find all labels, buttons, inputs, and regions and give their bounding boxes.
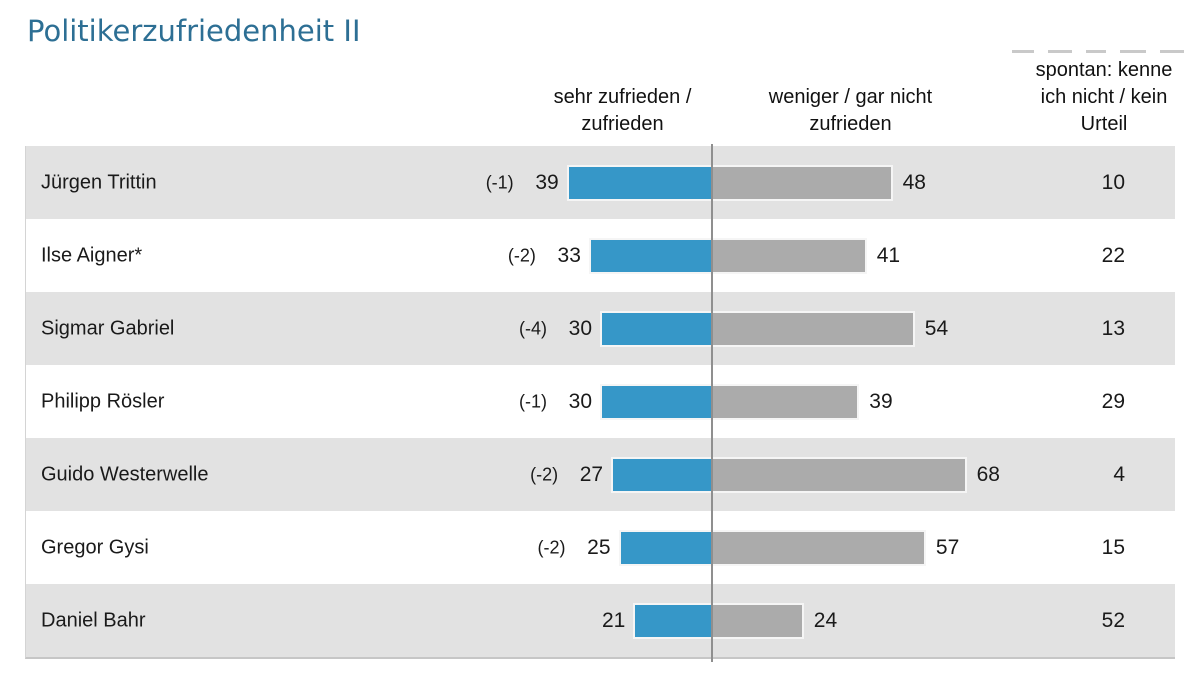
unsatisfied-value: 54 — [924, 316, 949, 340]
unsatisfied-value: 57 — [935, 535, 960, 559]
table-row: Philipp Rösler (-1) 30 39 29 — [26, 365, 1175, 438]
unsatisfied-value: 48 — [902, 170, 926, 194]
table-row: Gregor Gysi (-2) 25 57 15 — [26, 511, 1175, 584]
cropped-text-artifact-dash — [1012, 50, 1034, 53]
no-opinion-value: 29 — [1101, 389, 1125, 413]
cropped-text-artifact-dash — [1086, 50, 1106, 53]
politician-name: Ilse Aigner* — [41, 244, 143, 266]
change-label: (-1) — [485, 172, 514, 192]
bar-group — [566, 164, 893, 201]
bar-group — [600, 383, 860, 420]
unsatisfied-bar — [712, 239, 865, 272]
satisfied-bar — [620, 531, 713, 564]
unsatisfied-value: 41 — [876, 243, 901, 267]
column-header-satisfied: sehr zufrieden / zufrieden — [553, 86, 692, 135]
no-opinion-value: 13 — [1101, 316, 1125, 340]
bar-group — [588, 237, 867, 274]
politician-name: Gregor Gysi — [41, 536, 149, 558]
bar-group — [618, 529, 926, 566]
bar-group — [600, 310, 915, 347]
table-row: Guido Westerwelle (-2) 27 68 4 — [26, 438, 1175, 511]
satisfied-value: 39 — [535, 170, 559, 194]
no-opinion-value: 52 — [1101, 608, 1125, 632]
no-opinion-value: 15 — [1101, 535, 1125, 559]
column-header-unsatisfied: weniger / gar nicht zufrieden — [768, 86, 933, 135]
page-title: Politikerzufriedenheit II — [27, 14, 361, 48]
satisfied-bar — [590, 239, 713, 272]
unsatisfied-value: 24 — [813, 608, 838, 632]
politician-name: Sigmar Gabriel — [41, 317, 175, 339]
change-label: (-1) — [519, 391, 547, 411]
change-label: (-2) — [507, 245, 536, 265]
satisfied-bar — [613, 458, 713, 491]
satisfied-value: 21 — [601, 608, 626, 632]
unsatisfied-bar — [712, 458, 965, 491]
table-row: Sigmar Gabriel (-4) 30 54 13 — [26, 292, 1175, 365]
center-axis-line — [711, 144, 713, 662]
cropped-text-artifact-dash — [1120, 50, 1146, 53]
satisfied-bar — [602, 385, 713, 418]
table-row: Jürgen Trittin (-1) 39 48 10 — [26, 146, 1175, 219]
satisfied-value: 30 — [568, 316, 592, 340]
bar-group — [611, 456, 967, 493]
no-opinion-value: 4 — [1113, 462, 1125, 486]
satisfied-value: 25 — [587, 535, 611, 559]
unsatisfied-bar — [712, 166, 891, 199]
change-label: (-4) — [519, 318, 547, 338]
chart-rows: Jürgen Trittin (-1) 39 48 10 Ilse Aigner* (-2)… — [25, 146, 1175, 659]
unsatisfied-bar — [713, 531, 924, 564]
satisfied-bar — [635, 604, 713, 637]
change-label: (-2) — [537, 537, 566, 557]
no-opinion-value: 10 — [1101, 170, 1125, 194]
bar-group — [633, 602, 804, 639]
cropped-text-artifact-dash — [1048, 50, 1072, 53]
satisfied-value: 33 — [557, 243, 581, 267]
unsatisfied-bar — [712, 604, 802, 637]
column-header-no-opinion: spontan: kenne ich nicht / kein Urteil — [1035, 59, 1173, 135]
politician-name: Jürgen Trittin — [41, 171, 157, 193]
politician-name: Guido Westerwelle — [41, 463, 209, 485]
satisfied-bar — [568, 166, 713, 199]
unsatisfied-bar — [713, 385, 858, 418]
change-label: (-2) — [530, 464, 559, 484]
table-row: Daniel Bahr 21 24 52 — [26, 584, 1175, 657]
politician-name: Daniel Bahr — [41, 609, 146, 631]
no-opinion-value: 22 — [1101, 243, 1125, 267]
unsatisfied-value: 39 — [869, 389, 893, 413]
satisfied-bar — [602, 312, 713, 345]
table-row: Ilse Aigner* (-2) 33 41 22 — [26, 219, 1175, 292]
satisfied-value: 27 — [579, 462, 604, 486]
cropped-text-artifact-dash — [1160, 50, 1184, 53]
politician-name: Philipp Rösler — [41, 390, 165, 412]
unsatisfied-value: 68 — [976, 462, 1000, 486]
satisfied-value: 30 — [568, 389, 592, 413]
unsatisfied-bar — [713, 312, 913, 345]
